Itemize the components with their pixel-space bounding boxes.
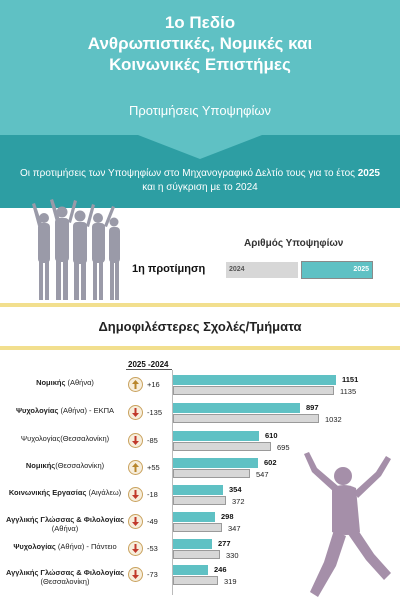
- down-arrow-icon: [138, 135, 262, 159]
- jumping-person-icon: [304, 452, 391, 597]
- value-2025: 298: [221, 512, 234, 521]
- value-2024: 330: [226, 551, 239, 560]
- bar-2025: [173, 512, 215, 522]
- school-name-bold: Νομικής: [25, 461, 56, 470]
- arrow-down-icon: [128, 433, 143, 448]
- school-name-location: (Αθήνα) - Πάντειο: [55, 542, 117, 551]
- header-underline: [126, 369, 172, 370]
- candidates-header: Αριθμός Υποψηφίων: [244, 238, 344, 249]
- arrow-down-icon: [128, 514, 143, 529]
- school-name-location: Ψυχολογίας(Θεσσαλονίκη): [20, 434, 110, 443]
- school-name: Ψυχολογίας (Αθήνα) - Πάντειο: [4, 542, 126, 551]
- page-title: 1ο Πεδίο Ανθρωπιστικές, Νομικές και Κοιν…: [0, 12, 400, 75]
- diff-value: +16: [147, 380, 160, 389]
- arrow-down-icon: [128, 567, 143, 582]
- diff-value: -49: [147, 517, 158, 526]
- value-2024: 1032: [325, 415, 342, 424]
- school-name-bold: Κοινωνικής Εργασίας: [8, 488, 87, 497]
- bar-2024: [173, 442, 271, 451]
- school-name: Ψυχολογίας(Θεσσαλονίκη): [4, 434, 126, 443]
- bar-2024-label: 2024: [229, 266, 245, 273]
- value-2024: 695: [277, 443, 290, 452]
- school-name-bold: Αγγλικής Γλώσσας & Φιλολογίας: [5, 515, 125, 524]
- school-name-bold: Ψυχολογίας: [13, 542, 56, 551]
- value-2025: 277: [218, 539, 231, 548]
- value-2025: 602: [264, 458, 277, 467]
- value-2024: 319: [224, 577, 237, 586]
- title-line-1: 1ο Πεδίο: [164, 13, 236, 32]
- value-2024: 347: [228, 524, 241, 533]
- value-2025: 1151: [342, 375, 359, 384]
- value-2025: 610: [265, 431, 278, 440]
- diff-value: -135: [147, 408, 163, 417]
- value-2025: 246: [214, 565, 227, 574]
- candidates-bar-2024: 2024: [226, 262, 298, 278]
- value-2025: 897: [306, 403, 319, 412]
- diff-value: -73: [147, 570, 158, 579]
- value-2024: 547: [256, 470, 269, 479]
- value-2025: 354: [229, 485, 242, 494]
- candidates-bar-2025: 2025: [301, 261, 373, 279]
- divider-bottom: [0, 346, 400, 350]
- title-line-3: Κοινωνικές Επιστήμες: [109, 55, 291, 74]
- title-line-2: Ανθρωπιστικές, Νομικές και: [87, 34, 313, 53]
- value-2024: 1135: [340, 387, 357, 396]
- bar-2024: [173, 496, 226, 505]
- page-subtitle: Προτιμήσεις Υποψηφίων: [128, 103, 272, 118]
- school-name-location: (Αιγάλεω): [86, 488, 122, 497]
- school-name-location: (Αθήνα): [65, 378, 94, 387]
- bar-2025-label: 2025: [353, 266, 369, 273]
- bar-2024: [173, 469, 250, 478]
- school-name: Αγγλικής Γλώσσας & Φιλολογίας (Θεσσαλονί…: [4, 568, 126, 586]
- people-group-icon: [32, 199, 120, 300]
- arrow-down-icon: [128, 487, 143, 502]
- bar-2025: [173, 431, 259, 441]
- bar-2025: [173, 539, 212, 549]
- school-name: Νομικής (Αθήνα): [4, 378, 126, 387]
- school-name-location: (Αθήνα) - ΕΚΠΑ: [58, 406, 115, 415]
- school-name: Νομικής(Θεσσαλονίκη): [4, 461, 126, 470]
- first-preference-label: 1η προτίμηση: [132, 263, 206, 275]
- school-name-location: (Θεσσαλονίκη): [40, 577, 90, 586]
- bar-2025: [173, 403, 300, 413]
- section-title: Δημοφιλέστερες Σχολές/Τμήματα: [98, 319, 302, 334]
- bar-2024: [173, 550, 220, 559]
- school-name-location: (Θεσσαλονίκη): [55, 461, 105, 470]
- value-2024: 372: [232, 497, 245, 506]
- arrow-down-icon: [128, 405, 143, 420]
- school-name-bold: Ψυχολογίας: [15, 406, 59, 415]
- desc-text-2: και η σύγκριση με το 2024: [142, 182, 258, 193]
- header-banner: 1ο Πεδίο Ανθρωπιστικές, Νομικές και Κοιν…: [0, 0, 400, 208]
- diff-value: -85: [147, 436, 158, 445]
- school-name: Κοινωνικής Εργασίας (Αιγάλεω): [4, 488, 126, 497]
- desc-year: 2025: [357, 168, 380, 179]
- divider-top: [0, 303, 400, 307]
- bar-2025: [173, 565, 208, 575]
- bar-2024: [173, 414, 319, 423]
- school-name-bold: Νομικής: [36, 378, 66, 387]
- school-name-bold: Αγγλικής Γλώσσας & Φιλολογίας: [5, 568, 125, 577]
- bar-2024: [173, 386, 334, 395]
- bar-2024: [173, 523, 222, 532]
- description: Οι προτιμήσεις των Υποψηφίων στο Μηχανογ…: [14, 167, 386, 195]
- desc-text-1: Οι προτιμήσεις των Υποψηφίων στο Μηχανογ…: [20, 168, 358, 179]
- school-name: Ψυχολογίας (Αθήνα) - ΕΚΠΑ: [4, 406, 126, 415]
- bar-2024: [173, 576, 218, 585]
- diff-value: -18: [147, 490, 158, 499]
- arrow-down-icon: [128, 541, 143, 556]
- diff-value: +55: [147, 463, 160, 472]
- bar-2025: [173, 375, 336, 385]
- bar-2025: [173, 458, 258, 468]
- diff-value: -53: [147, 544, 158, 553]
- bar-2025: [173, 485, 223, 495]
- chart-axis: [172, 370, 173, 595]
- school-name-location: (Αθήνα): [51, 524, 79, 533]
- arrow-up-icon: [128, 460, 143, 475]
- school-name: Αγγλικής Γλώσσας & Φιλολογίας (Αθήνα): [4, 515, 126, 533]
- arrow-up-icon: [128, 377, 143, 392]
- diff-column-header: 2025 -2024: [128, 360, 169, 369]
